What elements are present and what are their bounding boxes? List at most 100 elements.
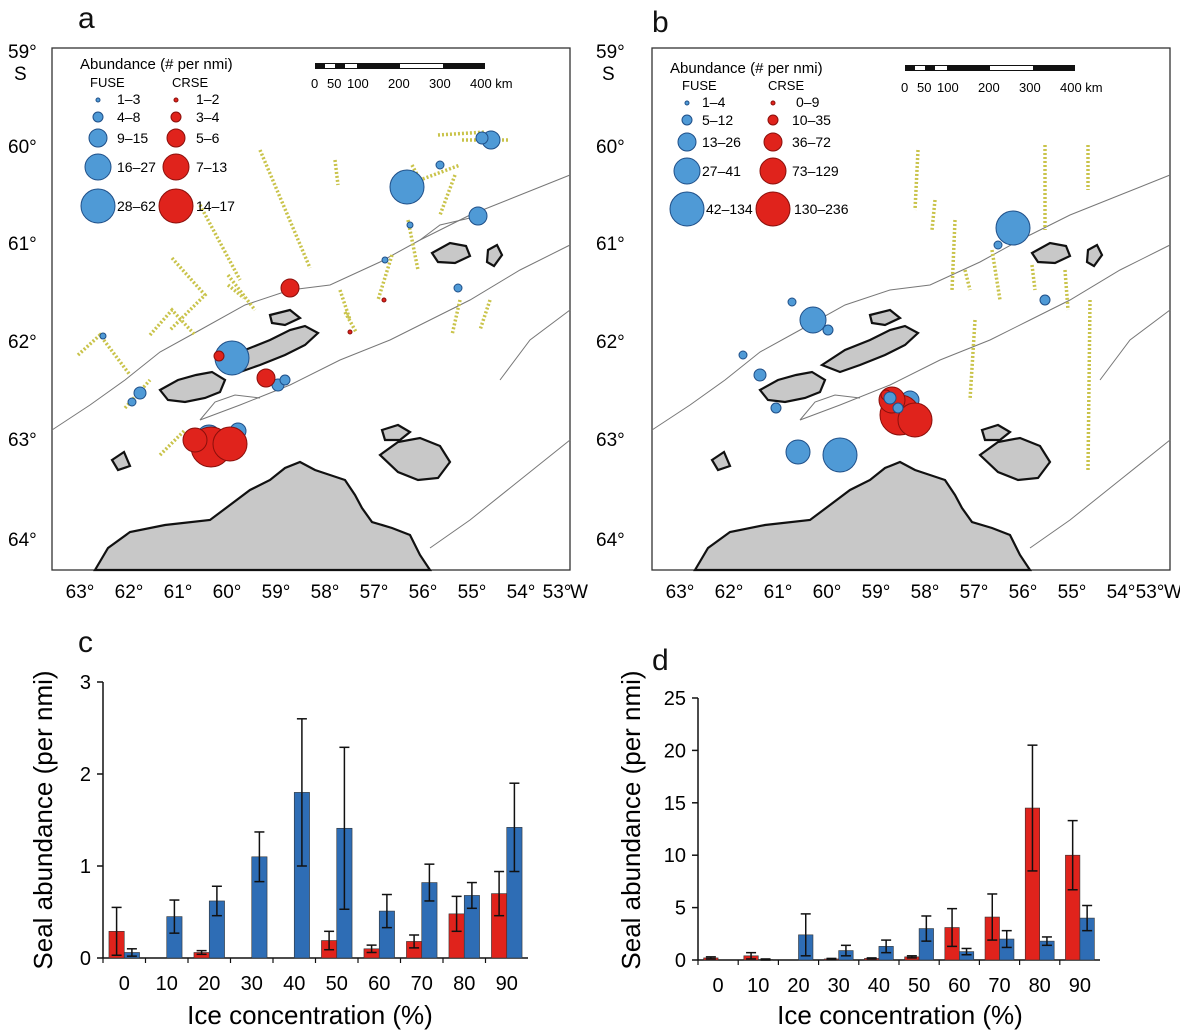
x-tick-label: 50 <box>326 973 348 995</box>
scale-label-100: 100 <box>937 80 959 95</box>
island-elephant <box>1030 241 1072 265</box>
lon-labels: 63° 62° 61° 60° 59° 58° 57° 56° 55° 54° … <box>666 582 1180 603</box>
legend-fuse-label-2: 4–8 <box>117 109 141 125</box>
legend-fuse-2 <box>92 111 104 123</box>
y-tick-label: 25 <box>664 688 686 710</box>
lat-labels: 59° S 60° 61° 62° 63° 64° <box>8 42 37 551</box>
lat-62: 62° <box>596 332 625 353</box>
scale-label-100: 100 <box>347 76 369 91</box>
lat-62: 62° <box>8 332 37 353</box>
island-south-shetland-1 <box>758 370 827 404</box>
depth-contours <box>651 174 1171 549</box>
x-tick-label: 70 <box>411 973 433 995</box>
bar-chart-d: Seal abundance (per nmi) Ice concentrati… <box>616 670 1100 1030</box>
legend-crse-header: CRSE <box>768 78 804 93</box>
legend-crse-4 <box>162 153 190 181</box>
x-tick-label: 90 <box>1069 975 1091 997</box>
x-tick-label: 70 <box>988 975 1010 997</box>
lon-57: 57° <box>360 582 389 603</box>
panel-letter-a: a <box>78 2 95 35</box>
scale-label-300: 300 <box>1019 80 1041 95</box>
x-tick-label: 50 <box>908 975 930 997</box>
lat-60: 60° <box>8 137 37 158</box>
x-tick-label: 20 <box>787 975 809 997</box>
island-smith <box>710 450 732 472</box>
lon-62: 62° <box>115 582 144 603</box>
legend-crse-3 <box>763 132 783 152</box>
survey-tracks <box>913 145 1092 471</box>
legend-crse-4 <box>759 157 787 185</box>
xlabel-c: Ice concentration (%) <box>187 1000 433 1030</box>
legend-crse-label-2: 3–4 <box>196 109 220 125</box>
scale-label-50: 50 <box>917 80 931 95</box>
lat-60: 60° <box>596 137 625 158</box>
plot-area-d: 0 5 10 15 20 25 0 10 20 30 40 50 60 70 80 90 <box>664 688 1100 997</box>
crse-markers <box>182 278 387 468</box>
fuse-markers <box>99 130 501 450</box>
scale-label-200: 200 <box>978 80 1000 95</box>
x-tick-label: 60 <box>948 975 970 997</box>
legend-fuse-2 <box>681 114 693 126</box>
y-tick-label: 10 <box>664 845 686 867</box>
legend-fuse-label-2: 5–12 <box>702 112 733 128</box>
scale-label-0: 0 <box>311 76 318 91</box>
lon-60: 60° <box>813 582 842 603</box>
legend-crse-label-5: 14–17 <box>196 198 235 214</box>
legend-fuse-1 <box>95 97 101 103</box>
y-tick-label: 3 <box>80 672 91 694</box>
legend-crse-5 <box>158 188 194 224</box>
lon-53: 53° <box>543 582 572 603</box>
lon-63: 63° <box>666 582 695 603</box>
x-tick-label: 90 <box>496 973 518 995</box>
panel-letter-d: d <box>652 644 669 677</box>
lon-60: 60° <box>213 582 242 603</box>
x-tick-label: 30 <box>828 975 850 997</box>
legend-crse-label-3: 36–72 <box>792 134 831 150</box>
island-joinville <box>978 436 1052 482</box>
lon-55: 55° <box>1058 582 1087 603</box>
map-b: Abundance (# per nmi) FUSE CRSE 1–4 5–12… <box>596 42 1180 603</box>
lon-59: 59° <box>862 582 891 603</box>
land-masses <box>693 241 1104 572</box>
legend-crse-1 <box>770 100 776 106</box>
island-joinville-2 <box>380 423 412 442</box>
legend-fuse-label-3: 13–26 <box>702 134 741 150</box>
ylabel-d: Seal abundance (per nmi) <box>616 670 646 969</box>
lon-62: 62° <box>715 582 744 603</box>
lon-56: 56° <box>1009 582 1038 603</box>
lat-63: 63° <box>8 430 37 451</box>
legend-fuse-label-4: 16–27 <box>117 159 156 175</box>
xlabel-d: Ice concentration (%) <box>777 1000 1023 1030</box>
island-south-shetland-1 <box>158 370 227 404</box>
legend-crse-2 <box>767 114 779 126</box>
lon-59: 59° <box>262 582 291 603</box>
legend-crse-2 <box>170 111 182 123</box>
x-tick-label: 60 <box>368 973 390 995</box>
x-tick-label: 10 <box>747 975 769 997</box>
fuse-markers-over <box>883 391 904 414</box>
lon-56: 56° <box>409 582 438 603</box>
lon-w: W <box>570 582 588 603</box>
map-a: Abundance (# per nmi) FUSE CRSE 1–3 4–8 … <box>8 42 588 603</box>
lat-labels: 59° S 60° 61° 62° 63° 64° <box>596 42 625 551</box>
lon-61: 61° <box>164 582 193 603</box>
legend-crse-label-1: 1–2 <box>196 91 220 107</box>
legend-crse-label-3: 5–6 <box>196 130 220 146</box>
scale-bar: 0 50 100 200 300 400 km <box>311 63 513 91</box>
legend-fuse-header: FUSE <box>682 78 717 93</box>
legend-fuse-label-1: 1–4 <box>702 94 726 110</box>
legend-crse-label-4: 73–129 <box>792 163 839 179</box>
scale-label-200: 200 <box>388 76 410 91</box>
y-tick-label: 1 <box>80 856 91 878</box>
legend-crse-1 <box>173 97 179 103</box>
scale-label-0: 0 <box>901 80 908 95</box>
island-south-shetland-3 <box>268 308 303 327</box>
legend-fuse-label-5: 42–134 <box>706 201 753 217</box>
island-smith <box>110 450 132 472</box>
legend-fuse-label-5: 28–62 <box>117 198 156 214</box>
x-tick-label: 80 <box>453 973 475 995</box>
legend-fuse-label-3: 9–15 <box>117 130 148 146</box>
x-tick-label: 40 <box>283 973 305 995</box>
island-joinville-2 <box>980 423 1012 442</box>
fuse-markers <box>738 210 1051 473</box>
